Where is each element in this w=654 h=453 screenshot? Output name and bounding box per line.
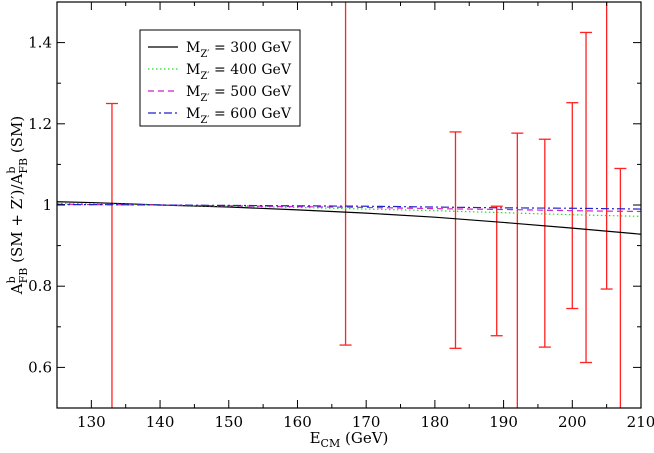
y-tick-label: 1.4 [28,34,52,52]
x-axis: 130 140 150 160 170 180 190 200 210 [56,2,654,431]
x-tick-label: 130 [77,413,106,431]
legend-label: MZ′ = 500 GeV [186,84,292,104]
x-tick-label: 190 [489,413,518,431]
y-tick-label: 1.2 [28,115,52,133]
error-bars [105,2,627,408]
x-tick-label: 180 [421,413,450,431]
series-lines [57,201,641,235]
x-tick-label: 170 [352,413,381,431]
legend-label: MZ′ = 400 GeV [186,62,292,82]
y-tick-label: 1 [42,196,52,214]
x-tick-label: 150 [214,413,243,431]
x-tick-label: 160 [283,413,312,431]
x-tick-label: 140 [146,413,175,431]
x-axis-label: ECM (GeV) [310,429,389,450]
series-line-1 [57,201,641,235]
x-tick-label: 210 [627,413,654,431]
y-axis-label: AbFB (SM + Z′)/AbFB (SM) [5,116,30,295]
series-line-4 [57,203,641,210]
legend-box [139,29,301,127]
y-tick-label: 0.8 [28,277,52,295]
legend-label: MZ′ = 300 GeV [186,40,292,60]
y-tick-label: 0.6 [28,358,52,376]
y-axis: 0.6 0.8 1 1.2 1.4 [28,1,641,409]
legend-label: MZ′ = 600 GeV [186,106,292,126]
x-tick-label: 200 [558,413,587,431]
series-line-3 [57,203,641,213]
